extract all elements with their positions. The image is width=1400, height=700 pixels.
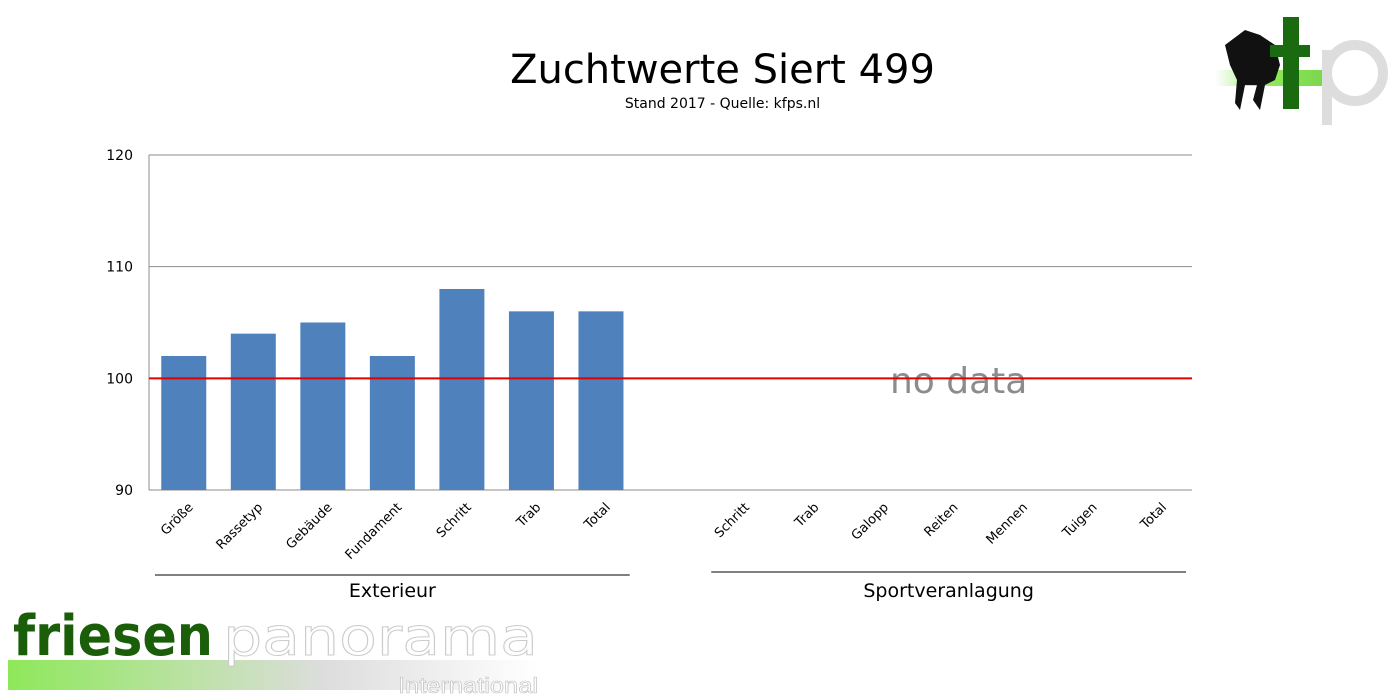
x-tick-label: Gebäude <box>283 500 335 552</box>
bar-größe <box>161 356 207 490</box>
chart-title: Zuchtwerte Siert 499 <box>510 47 935 93</box>
group-label: Sportveranlagung <box>863 580 1034 602</box>
x-tick-label: Reiten <box>922 500 962 540</box>
no-data-annotation: no data <box>890 361 1027 402</box>
y-tick-label: 100 <box>106 371 133 387</box>
svg-text:panorama: panorama <box>223 608 538 668</box>
bar-schritt <box>439 289 485 490</box>
bar-gebäude <box>300 322 346 490</box>
chart-subtitle: Stand 2017 - Quelle: kfps.nl <box>624 96 821 112</box>
x-tick-label: Mennen <box>984 500 1031 547</box>
x-tick-label: Galopp <box>849 500 892 543</box>
x-tick-label: Schritt <box>434 500 475 541</box>
svg-text:International: International <box>398 673 538 697</box>
x-tick-label: Trab <box>792 500 823 531</box>
friesenpanorama-logo-image: friesen panorama International <box>8 605 539 697</box>
x-tick-label: Tuigen <box>1059 500 1100 541</box>
x-tick-label: Trab <box>513 500 544 531</box>
x-tick-label: Schritt <box>712 500 753 541</box>
x-tick-label: Total <box>581 500 614 533</box>
fp-logo <box>1215 15 1395 130</box>
y-tick-label: 90 <box>115 483 133 499</box>
svg-text:friesen: friesen <box>13 605 213 669</box>
y-tick-label: 110 <box>106 260 133 276</box>
horse-logo-icon <box>1215 17 1388 125</box>
x-tick-label: Total <box>1137 500 1170 533</box>
x-tick-label: Größe <box>158 500 196 538</box>
bar-rassetyp <box>230 333 276 490</box>
friesenpanorama-logo: friesen panorama International <box>8 605 548 697</box>
x-tick-label: Fundament <box>343 500 406 563</box>
group-label: Exterieur <box>349 580 436 602</box>
x-tick-label: Rassetyp <box>214 500 267 553</box>
bar-fundament <box>369 356 415 490</box>
y-tick-label: 120 <box>106 148 133 164</box>
bar-trab <box>508 311 554 490</box>
bar-total <box>578 311 624 490</box>
